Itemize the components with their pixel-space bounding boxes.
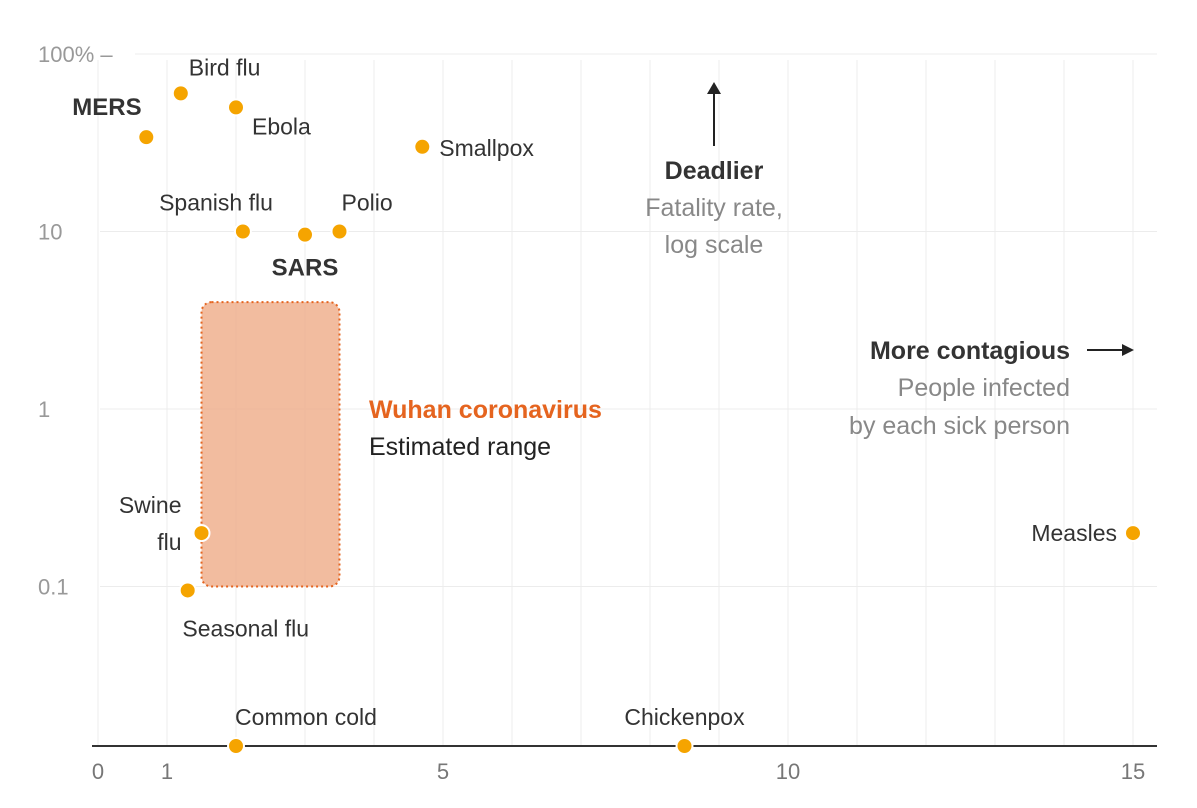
y-tick-label: 1	[38, 397, 50, 422]
label-swine-flu-part: flu	[157, 529, 181, 555]
point-spanish-flu	[233, 222, 252, 241]
label-sars: SARS	[272, 255, 339, 282]
y-tick-label: 100% –	[38, 42, 113, 67]
y-tick-label: 0.1	[38, 575, 69, 600]
label-swine-flu-part: Swine	[119, 492, 182, 518]
x-tick-label: 1	[161, 759, 173, 784]
point-mers	[137, 128, 156, 147]
coronavirus-range-group	[200, 301, 341, 588]
label-ebola: Ebola	[252, 113, 311, 139]
point-polio	[330, 222, 349, 241]
label-bird-flu: Bird flu	[189, 54, 261, 80]
label-mers: MERS	[72, 94, 141, 121]
deadlier-title: Deadlier	[665, 157, 764, 185]
label-polio: Polio	[342, 190, 393, 216]
deadlier-subtitle-line2: log scale	[665, 231, 764, 259]
coronavirus-title: Wuhan coronavirus	[369, 396, 602, 424]
label-seasonal-flu: Seasonal flu	[182, 615, 309, 641]
x-tick-label: 15	[1121, 759, 1145, 784]
point-labels: Bird flu MERS Ebola Smallpox Spanish flu SARS…	[72, 54, 1117, 730]
coronavirus-subtitle: Estimated range	[369, 433, 551, 461]
label-swine-flu: Swine flu	[119, 492, 182, 555]
coronavirus-range-label: Wuhan coronavirus Estimated range	[369, 396, 602, 461]
contagious-subtitle-line1: People infected	[898, 374, 1070, 402]
contagious-title: More contagious	[870, 337, 1070, 365]
point-swine-flu	[192, 524, 211, 543]
deadlier-annotation: Deadlier Fatality rate, log scale	[645, 82, 783, 259]
contagious-annotation: More contagious People infected by each …	[849, 337, 1134, 440]
label-measles: Measles	[1031, 520, 1117, 546]
label-chickenpox: Chickenpox	[624, 704, 745, 730]
x-tick-label: 0	[92, 759, 104, 784]
point-common-cold	[227, 737, 245, 755]
point-seasonal-flu	[178, 581, 197, 600]
point-ebola	[227, 98, 245, 117]
x-tick-label: 5	[437, 759, 449, 784]
deadlier-subtitle-line1: Fatality rate,	[645, 194, 783, 222]
right-arrowhead-icon	[1122, 344, 1134, 356]
label-spanish-flu: Spanish flu	[159, 190, 273, 216]
y-tick-label: 10	[38, 220, 62, 245]
point-sars	[296, 225, 314, 244]
point-measles	[1124, 524, 1142, 543]
contagious-subtitle-line2: by each sick person	[849, 412, 1070, 440]
data-points	[137, 84, 1142, 755]
point-chickenpox	[675, 737, 694, 755]
point-smallpox	[413, 137, 432, 156]
label-smallpox: Smallpox	[439, 135, 534, 161]
label-common-cold: Common cold	[235, 704, 377, 730]
up-arrowhead-icon	[707, 82, 721, 94]
coronavirus-range-box	[200, 301, 341, 588]
point-bird-flu	[171, 84, 190, 103]
x-tick-label: 10	[776, 759, 800, 784]
